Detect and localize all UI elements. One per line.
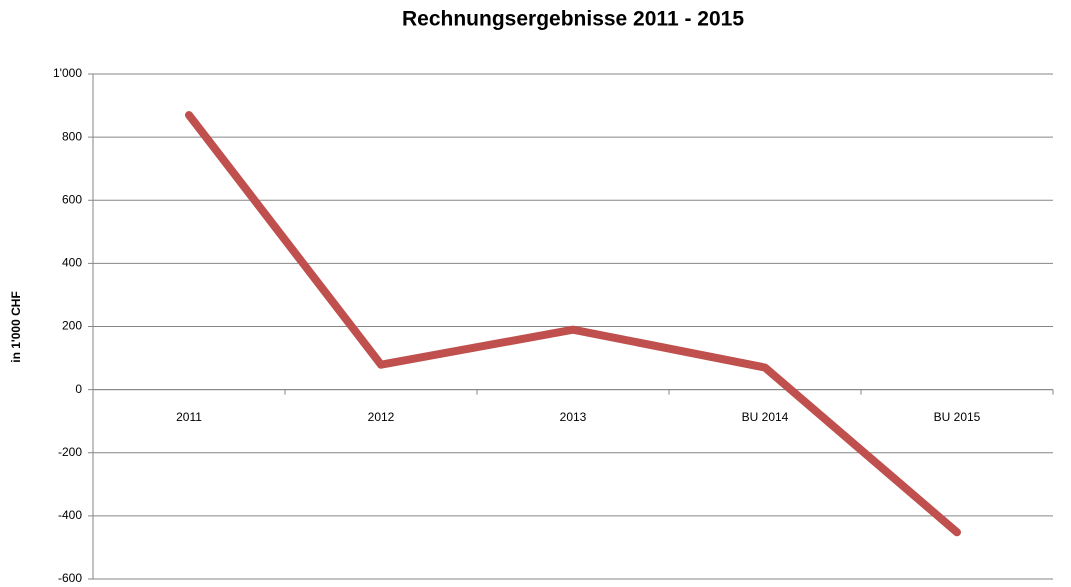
x-tick-label: BU 2014 <box>742 410 789 424</box>
x-tick-label: 2013 <box>560 410 587 424</box>
y-tick-label: 800 <box>62 129 82 143</box>
y-tick-label: 600 <box>62 192 82 206</box>
y-axis-label: in 1'000 CHF <box>9 291 23 363</box>
chart-title: Rechnungsergebnisse 2011 - 2015 <box>402 8 744 31</box>
y-tick-label: 1'000 <box>53 66 82 80</box>
x-tick-label: BU 2015 <box>934 410 981 424</box>
x-tick-label: 2011 <box>176 410 202 424</box>
line-series <box>185 111 961 537</box>
y-tick-label: -400 <box>58 508 82 522</box>
y-tick-label: 400 <box>62 256 82 270</box>
y-tick-label: 0 <box>75 382 82 396</box>
y-tick-label: -600 <box>58 571 82 585</box>
x-tick-label: 2012 <box>368 410 395 424</box>
y-tick-label: -200 <box>58 445 82 459</box>
y-tick-label: 200 <box>62 319 82 333</box>
